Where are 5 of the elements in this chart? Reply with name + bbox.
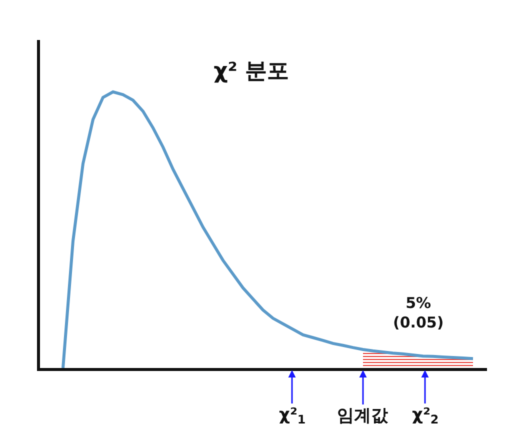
text: 임계값: [337, 406, 389, 426]
text: χ²$_{2}$: [412, 405, 439, 427]
text: χ²$_{1}$: [279, 405, 306, 427]
chart-title: χ² 분포: [214, 58, 290, 84]
annotation: 5% (0.05): [393, 294, 444, 332]
